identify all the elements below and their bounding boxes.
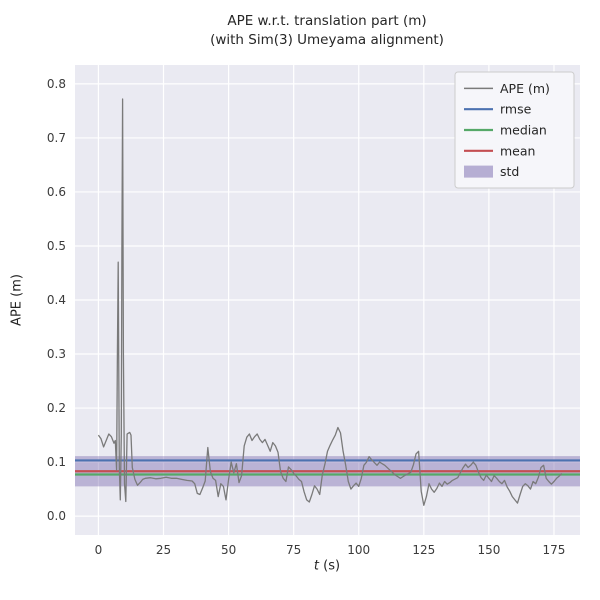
y-tick-label: 0.5 [47, 239, 66, 253]
y-tick-label: 0.3 [47, 347, 66, 361]
legend-box [454, 71, 575, 189]
y-tick-label: 0.0 [47, 509, 66, 523]
y-tick-label: 0.1 [47, 455, 66, 469]
legend-label-std: std [500, 164, 519, 179]
x-tick-label: 0 [95, 543, 103, 557]
chart-title-line1: APE w.r.t. translation part (m) [227, 13, 427, 30]
chart-title-line2: (with Sim(3) Umeyama alignment) [210, 32, 444, 48]
x-tick-label: 150 [477, 543, 500, 557]
chart-title: APE w.r.t. translation part (m) (with Si… [67, 12, 587, 50]
x-tick-label: 75 [286, 543, 301, 557]
y-tick-label: 0.7 [47, 131, 66, 145]
y-tick-label: 0.8 [47, 77, 66, 91]
legend-label-median: median [500, 123, 547, 138]
x-axis-label-var: t [313, 558, 320, 574]
x-tick-label: 125 [412, 543, 435, 557]
x-tick-label: 100 [347, 543, 370, 557]
y-tick-label: 0.4 [47, 293, 66, 307]
x-tick-label: 175 [543, 543, 566, 557]
x-tick-label: 25 [156, 543, 171, 557]
x-axis-label: t (s) [314, 559, 340, 574]
legend-label-APE (m): APE (m) [500, 81, 550, 96]
y-axis-label: APE (m) [9, 274, 25, 326]
ape-series-line [97, 98, 563, 506]
y-tick-label: 0.6 [47, 185, 66, 199]
legend-swatch-std [464, 165, 493, 178]
x-tick-label: 50 [221, 543, 236, 557]
legend-label-rmse: rmse [500, 102, 532, 117]
legend: APE (m) rmse median mean std [454, 71, 575, 189]
x-axis-label-unit: (s) [319, 558, 341, 574]
y-tick-label: 0.2 [47, 401, 66, 415]
legend-label-mean: mean [500, 143, 535, 158]
